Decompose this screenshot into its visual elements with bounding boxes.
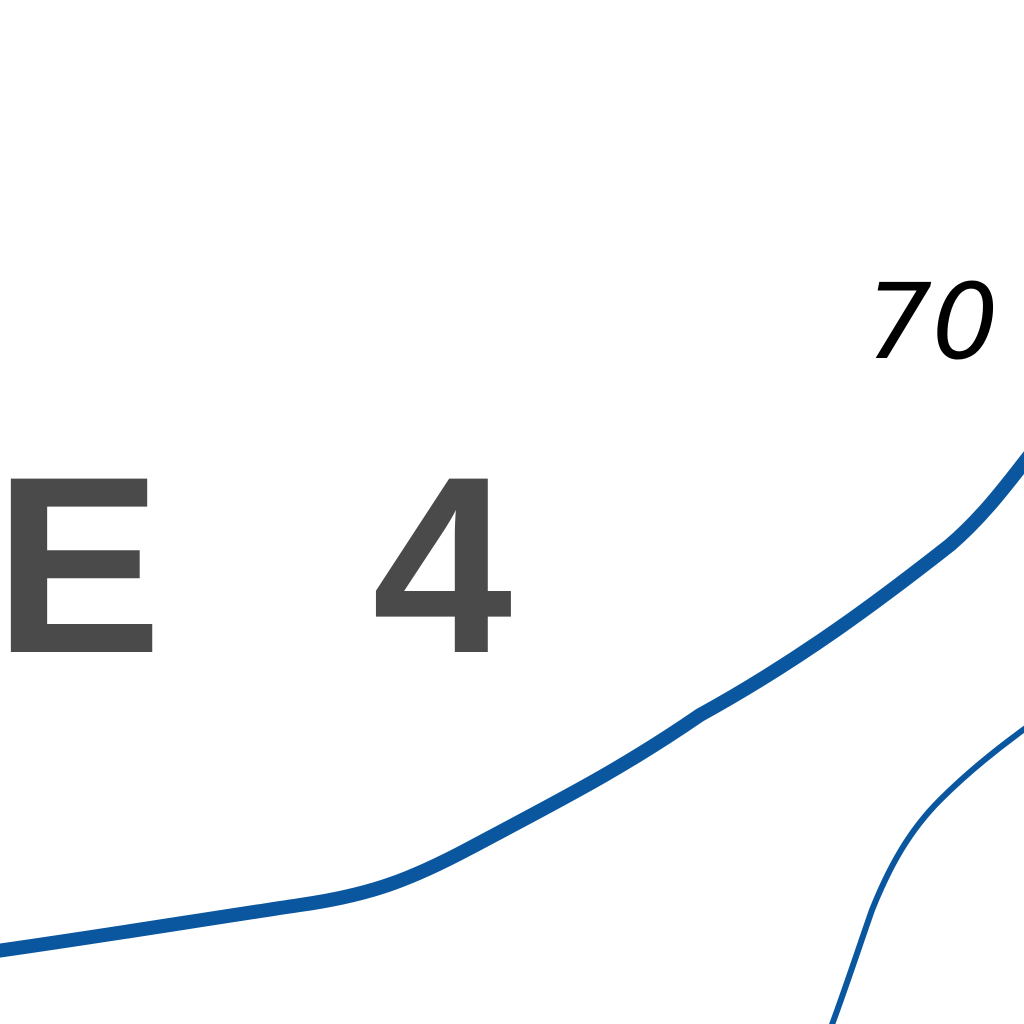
river-branch-line [829, 725, 1024, 1024]
zone-label: E 4 [0, 425, 513, 706]
river-main-line [0, 451, 1024, 958]
contour-elevation-label: 70 [866, 261, 999, 383]
